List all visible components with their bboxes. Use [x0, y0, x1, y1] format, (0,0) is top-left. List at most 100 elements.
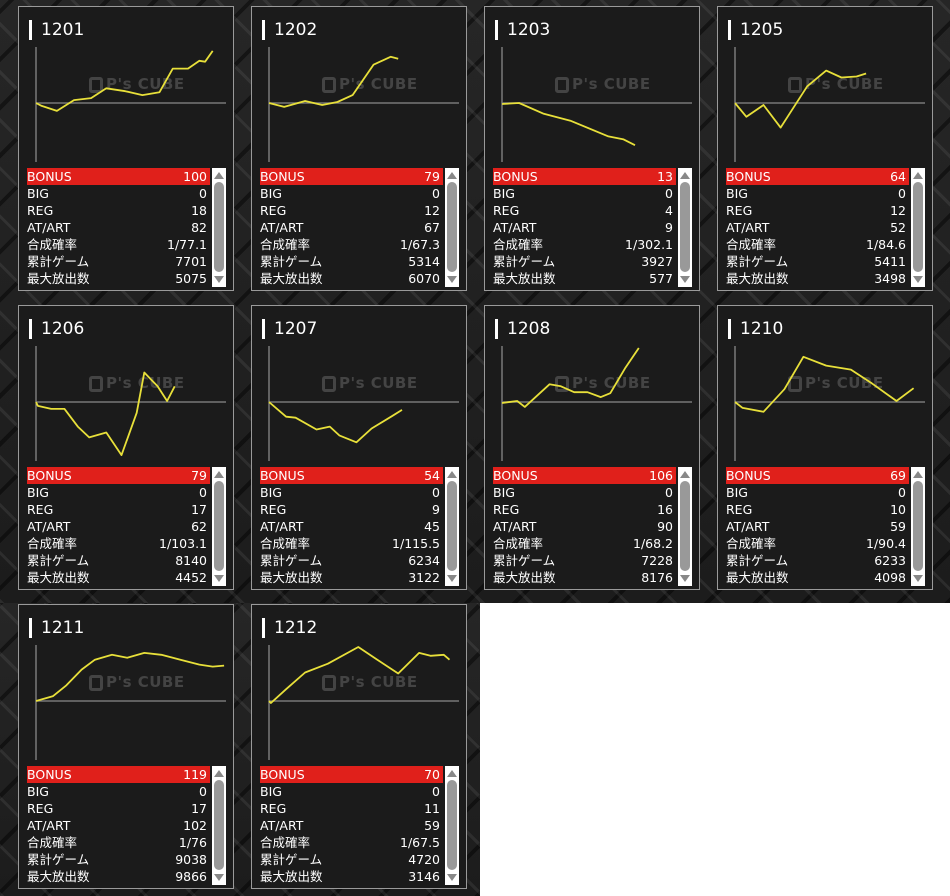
stat-label: 合成確率	[27, 237, 78, 252]
stat-label: 累計ゲーム	[260, 852, 323, 867]
stats-row-3: AT/ART 59	[726, 518, 909, 535]
machine-card-1203[interactable]: 1203 P's CUBE BONUS 13 BIG 0 REG 4 AT/ART 9 合成確率…	[484, 6, 700, 291]
scroll-up-arrow-icon[interactable]	[447, 770, 457, 777]
stats-table: BONUS 119 BIG 0 REG 17 AT/ART 102 合成確率 1/76 累計ゲーム 9…	[27, 766, 210, 885]
scroll-up-arrow-icon[interactable]	[447, 471, 457, 478]
stat-label: BONUS	[726, 468, 771, 483]
scroll-down-arrow-icon[interactable]	[214, 575, 224, 582]
stat-value: 0	[199, 784, 207, 799]
stats-scrollbar[interactable]	[678, 168, 692, 287]
stat-label: AT/ART	[27, 519, 71, 534]
scroll-up-arrow-icon[interactable]	[214, 172, 224, 179]
scroll-up-arrow-icon[interactable]	[214, 471, 224, 478]
scroll-up-arrow-icon[interactable]	[214, 770, 224, 777]
scroll-thumb[interactable]	[680, 481, 690, 571]
pscube-watermark-logo: P's CUBE	[89, 673, 185, 691]
stats-scrollbar[interactable]	[911, 168, 925, 287]
stat-label: BIG	[27, 186, 49, 201]
scroll-thumb[interactable]	[447, 481, 457, 571]
machine-number: 1212	[274, 618, 318, 638]
stats-row-3: AT/ART 90	[493, 518, 676, 535]
stats-scrollbar[interactable]	[445, 168, 459, 287]
stat-value: 102	[183, 818, 207, 833]
scroll-down-arrow-icon[interactable]	[913, 575, 923, 582]
machine-card-1212[interactable]: 1212 P's CUBE BONUS 70 BIG 0 REG 11 AT/ART 59 合成…	[251, 604, 467, 889]
scroll-thumb[interactable]	[214, 182, 224, 272]
stat-label: 合成確率	[260, 536, 311, 551]
scroll-down-arrow-icon[interactable]	[680, 575, 690, 582]
stat-value: 3498	[874, 271, 906, 286]
stats-row-3: AT/ART 45	[260, 518, 443, 535]
scroll-down-arrow-icon[interactable]	[447, 575, 457, 582]
scroll-up-arrow-icon[interactable]	[447, 172, 457, 179]
stat-value: 8140	[175, 553, 207, 568]
machine-card-1211[interactable]: 1211 P's CUBE BONUS 119 BIG 0 REG 17 AT/ART 102…	[18, 604, 234, 889]
stats-table: BONUS 106 BIG 0 REG 16 AT/ART 90 合成確率 1/68.2 累計ゲーム…	[493, 467, 676, 586]
stats-row-3: AT/ART 82	[27, 219, 210, 236]
scroll-down-arrow-icon[interactable]	[214, 276, 224, 283]
slump-line	[501, 347, 640, 408]
stats-row-4: 合成確率 1/67.5	[260, 834, 443, 851]
stats-row-5: 累計ゲーム 4720	[260, 851, 443, 868]
stats-row-2: REG 4	[493, 202, 676, 219]
scroll-thumb[interactable]	[680, 182, 690, 272]
scroll-down-arrow-icon[interactable]	[447, 874, 457, 881]
machine-card-1201[interactable]: 1201 P's CUBE BONUS 100 BIG 0 REG 18 AT/ART 82 合…	[18, 6, 234, 291]
cube-logo-icon	[788, 376, 802, 392]
slump-line	[35, 50, 214, 112]
stats-scrollbar[interactable]	[445, 766, 459, 885]
stats-row-0: BONUS 13	[493, 168, 676, 185]
stats-row-0: BONUS 100	[27, 168, 210, 185]
stats-row-4: 合成確率 1/115.5	[260, 535, 443, 552]
machine-card-1206[interactable]: 1206 P's CUBE BONUS 79 BIG 0 REG 17 AT/ART 62 合成…	[18, 305, 234, 590]
machine-card-1210[interactable]: 1210 P's CUBE BONUS 69 BIG 0 REG 10 AT/ART 59 合成…	[717, 305, 933, 590]
stats-scrollbar[interactable]	[212, 168, 226, 287]
stat-value: 12	[424, 203, 440, 218]
scroll-down-arrow-icon[interactable]	[447, 276, 457, 283]
scroll-up-arrow-icon[interactable]	[913, 172, 923, 179]
stat-label: AT/ART	[493, 519, 537, 534]
watermark-text: P's CUBE	[339, 374, 418, 392]
stats-scrollbar[interactable]	[212, 467, 226, 586]
scroll-up-arrow-icon[interactable]	[680, 172, 690, 179]
stat-value: 17	[191, 801, 207, 816]
machine-card-1208[interactable]: 1208 P's CUBE BONUS 106 BIG 0 REG 16 AT/ART 90 合…	[484, 305, 700, 590]
stats-row-2: REG 17	[27, 501, 210, 518]
machine-number: 1210	[740, 319, 784, 339]
scroll-up-arrow-icon[interactable]	[680, 471, 690, 478]
stat-label: 合成確率	[260, 835, 311, 850]
scroll-down-arrow-icon[interactable]	[680, 276, 690, 283]
scroll-down-arrow-icon[interactable]	[214, 874, 224, 881]
scroll-up-arrow-icon[interactable]	[913, 471, 923, 478]
stats-row-0: BONUS 64	[726, 168, 909, 185]
scroll-thumb[interactable]	[913, 481, 923, 571]
scroll-thumb[interactable]	[214, 780, 224, 870]
watermark-text: P's CUBE	[106, 673, 185, 691]
stats-scrollbar[interactable]	[678, 467, 692, 586]
machine-card-1202[interactable]: 1202 P's CUBE BONUS 79 BIG 0 REG 12 AT/ART 67 合成…	[251, 6, 467, 291]
stat-value: 1/90.4	[866, 536, 906, 551]
stats-scrollbar[interactable]	[911, 467, 925, 586]
machine-card-1207[interactable]: 1207 P's CUBE BONUS 54 BIG 0 REG 9 AT/ART 45 合成確…	[251, 305, 467, 590]
stat-label: REG	[260, 502, 287, 517]
stats-scrollbar[interactable]	[445, 467, 459, 586]
stat-label: 合成確率	[493, 536, 544, 551]
cube-logo-icon	[89, 675, 103, 691]
scroll-thumb[interactable]	[214, 481, 224, 571]
title-marker	[29, 618, 32, 638]
scroll-thumb[interactable]	[913, 182, 923, 272]
stats-row-5: 累計ゲーム 5411	[726, 253, 909, 270]
stat-label: 合成確率	[27, 835, 78, 850]
title-marker	[728, 20, 731, 40]
slump-graph	[734, 47, 925, 162]
scroll-thumb[interactable]	[447, 182, 457, 272]
stat-value: 10	[890, 502, 906, 517]
machine-card-1205[interactable]: 1205 P's CUBE BONUS 64 BIG 0 REG 12 AT/ART 52 合成…	[717, 6, 933, 291]
stat-label: BIG	[260, 784, 282, 799]
stat-value: 119	[183, 767, 207, 782]
scroll-down-arrow-icon[interactable]	[913, 276, 923, 283]
stats-row-6: 最大放出数 8176	[493, 569, 676, 586]
stat-label: BIG	[27, 784, 49, 799]
scroll-thumb[interactable]	[447, 780, 457, 870]
stats-scrollbar[interactable]	[212, 766, 226, 885]
